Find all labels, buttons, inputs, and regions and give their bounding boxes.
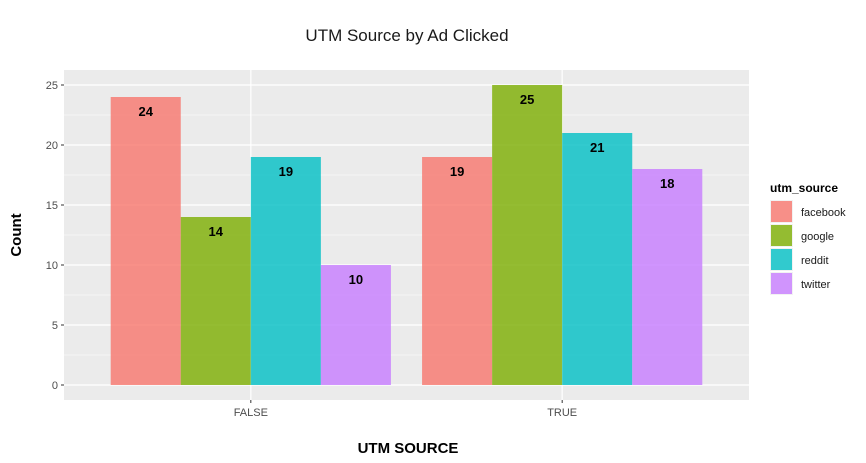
legend-title: utm_source: [770, 181, 838, 195]
bar-reddit-false: [250, 157, 321, 385]
x-axis-title: UTM SOURCE: [358, 440, 459, 457]
chart-title: UTM Source by Ad Clicked: [305, 26, 508, 45]
legend-swatch-facebook: [771, 201, 792, 222]
legend-label-twitter: twitter: [801, 279, 831, 291]
bar-value-label: 14: [209, 224, 224, 239]
legend-swatch-google: [771, 225, 792, 246]
y-axis: 0 5 10 15 20 25: [46, 80, 64, 392]
bar-value-label: 21: [590, 140, 604, 155]
legend-label-facebook: facebook: [801, 207, 846, 219]
legend-swatch-reddit: [771, 249, 792, 270]
bar-facebook-true: [422, 157, 493, 385]
bar-google-true: [492, 85, 563, 385]
bar-value-label: 10: [349, 272, 363, 287]
bar-facebook-false: [110, 97, 181, 385]
bar-value-label: 19: [450, 164, 464, 179]
y-tick-label: 5: [52, 320, 58, 332]
bars: [110, 85, 703, 385]
bar-value-label: 24: [138, 104, 153, 119]
bar-value-label: 25: [520, 92, 534, 107]
y-axis-title: Count: [8, 213, 25, 256]
y-tick-label: 10: [46, 260, 58, 272]
legend-items: facebook google reddit twitter: [770, 200, 846, 295]
y-tick-label: 25: [46, 80, 58, 92]
x-axis: FALSE TRUE: [234, 400, 577, 419]
bar-value-labels: 24 19 14 25 19 21 10 18: [138, 92, 674, 287]
x-tick-label: FALSE: [234, 407, 268, 419]
bar-reddit-true: [562, 133, 633, 385]
bar-twitter-false: [320, 265, 391, 385]
bar-value-label: 18: [660, 176, 674, 191]
bar-twitter-true: [632, 169, 703, 385]
legend-swatch-twitter: [771, 273, 792, 294]
legend: utm_source facebook google reddit twitter: [770, 181, 846, 295]
x-tick-label: TRUE: [547, 407, 577, 419]
legend-label-reddit: reddit: [801, 255, 829, 267]
y-tick-label: 0: [52, 380, 58, 392]
bar-value-label: 19: [279, 164, 293, 179]
y-tick-label: 15: [46, 200, 58, 212]
y-tick-label: 20: [46, 140, 58, 152]
legend-label-google: google: [801, 231, 834, 243]
bar-google-false: [180, 217, 251, 385]
